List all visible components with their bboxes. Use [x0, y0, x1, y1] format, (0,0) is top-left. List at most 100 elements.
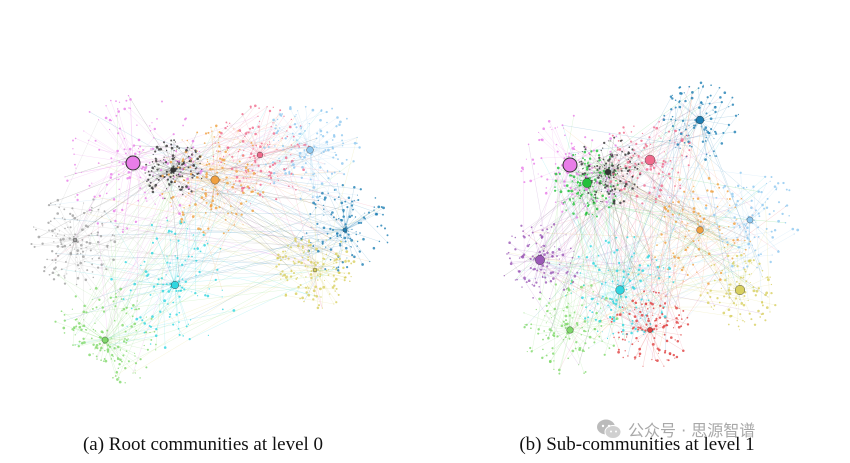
graph-node — [66, 273, 68, 275]
graph-node — [216, 193, 219, 196]
graph-node — [655, 126, 659, 130]
graph-node — [115, 371, 119, 374]
graph-edge — [588, 201, 597, 206]
graph-edge — [670, 119, 701, 231]
graph-node — [744, 239, 746, 242]
graph-node — [593, 178, 597, 181]
graph-edge — [559, 329, 571, 374]
graph-edge — [632, 329, 651, 345]
graph-edge — [134, 283, 176, 286]
graph-node — [777, 201, 781, 204]
graph-node — [550, 329, 553, 332]
graph-edge — [569, 285, 584, 331]
graph-node — [634, 358, 636, 360]
graph-edge — [172, 169, 193, 175]
graph-node — [347, 196, 351, 200]
graph-node — [641, 132, 644, 135]
graph-node — [637, 154, 640, 157]
graph-edge — [115, 105, 256, 298]
graph-edge — [578, 174, 717, 198]
graph-node — [700, 126, 702, 128]
graph-edge — [604, 168, 754, 291]
graph-node — [578, 169, 580, 172]
graph-edge — [214, 173, 255, 181]
graph-edge — [79, 339, 106, 342]
graph-edge — [104, 305, 134, 341]
graph-node — [649, 274, 651, 276]
graph-node — [525, 323, 528, 326]
graph-edge — [515, 173, 606, 281]
graph-node — [594, 196, 597, 199]
graph-node — [661, 162, 665, 166]
graph-node — [226, 149, 229, 151]
graph-node — [110, 239, 112, 241]
graph-edge — [309, 121, 341, 151]
graph-node — [264, 163, 267, 166]
graph-edge — [665, 107, 676, 351]
graph-node — [350, 262, 353, 265]
graph-edge — [662, 160, 671, 167]
graph-node — [133, 322, 137, 326]
graph-node — [346, 257, 348, 259]
graph-node — [551, 255, 554, 258]
graph-node — [136, 300, 138, 302]
graph-node — [563, 180, 566, 183]
graph-node — [299, 297, 301, 300]
graph-node — [764, 175, 767, 178]
graph-edge — [178, 187, 216, 282]
graph-node — [331, 147, 335, 150]
graph-node — [347, 230, 349, 232]
graph-node — [766, 197, 769, 200]
graph-node — [669, 196, 671, 199]
graph-node — [322, 263, 325, 266]
graph-edge — [94, 132, 277, 324]
graph-node — [72, 344, 74, 346]
graph-node — [80, 247, 82, 250]
graph-node — [351, 228, 353, 230]
graph-edge — [115, 178, 188, 294]
graph-node — [663, 215, 666, 218]
graph-node — [744, 255, 747, 257]
graph-node — [216, 171, 219, 174]
graph-node — [337, 293, 340, 296]
graph-edge — [259, 146, 309, 156]
graph-edge — [649, 156, 687, 161]
graph-node — [685, 225, 687, 227]
graph-node — [273, 180, 275, 182]
graph-edge — [547, 274, 750, 312]
graph-node — [589, 309, 591, 312]
graph-node — [593, 327, 597, 331]
graph-node — [152, 285, 156, 288]
graph-edge — [302, 206, 382, 249]
graph-edge — [546, 311, 571, 331]
graph-edge — [533, 151, 611, 270]
graph-edge — [679, 100, 701, 121]
graph-node — [118, 173, 120, 176]
graph-node — [684, 123, 686, 125]
graph-edge — [162, 176, 181, 195]
graph-edge — [249, 128, 261, 156]
graph-node — [71, 328, 74, 331]
graph-node — [356, 194, 359, 196]
graph-node — [314, 206, 317, 209]
graph-node — [103, 358, 106, 360]
graph-node — [677, 256, 680, 260]
graph-node — [134, 352, 136, 354]
graph-node — [540, 246, 542, 248]
graph-node — [557, 171, 559, 173]
graph-edge — [214, 142, 219, 181]
network-graph-sub-communities — [450, 0, 850, 430]
graph-node — [522, 230, 524, 232]
graph-edge — [522, 230, 639, 328]
graph-node — [572, 201, 575, 204]
graph-node — [163, 176, 166, 179]
graph-node — [75, 256, 77, 258]
graph-node — [216, 268, 219, 271]
graph-node — [546, 310, 548, 313]
graph-node — [607, 188, 610, 192]
graph-node — [348, 215, 352, 219]
graph-node — [679, 132, 683, 135]
graph-node — [257, 164, 260, 167]
graph-node — [616, 165, 619, 167]
graph-node — [347, 272, 351, 275]
